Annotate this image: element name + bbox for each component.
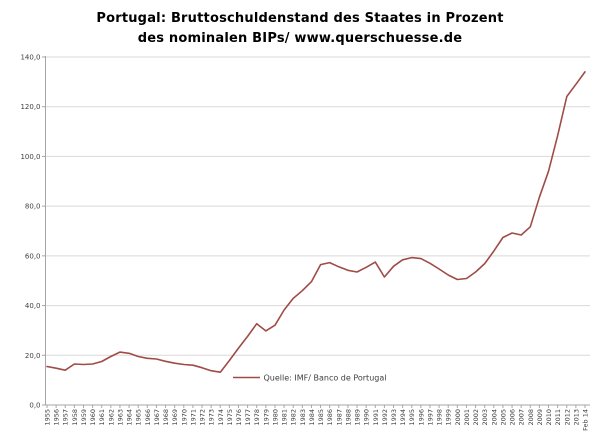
chart-title-line1: Portugal: Bruttoschuldenstand des Staate…: [96, 11, 504, 26]
x-tick-label: 1993: [390, 409, 398, 426]
x-tick-label: Feb 14: [582, 409, 590, 431]
x-tick-label: 1997: [426, 409, 434, 426]
x-tick-label: 1969: [171, 409, 179, 426]
x-tick-label: 1966: [144, 409, 152, 426]
x-tick-label: 2001: [463, 409, 471, 426]
x-tick-label: 2011: [554, 409, 562, 426]
x-tick-label: 2007: [518, 409, 526, 426]
x-tick-label: 1981: [281, 409, 289, 426]
x-tick-label: 1967: [153, 409, 161, 426]
x-tick-label: 2005: [499, 409, 507, 426]
x-tick-label: 1974: [217, 409, 225, 426]
x-tick-label: 1990: [363, 409, 371, 426]
x-tick-label: 2002: [472, 409, 480, 426]
x-tick-label: 2013: [572, 409, 580, 426]
x-tick-label: 1959: [80, 409, 88, 426]
x-tick-label: 1963: [116, 409, 124, 426]
x-tick-label: 1965: [135, 409, 143, 426]
x-tick-label: 1972: [199, 409, 207, 426]
x-tick-label: 1958: [71, 409, 79, 426]
x-tick-label: 1955: [44, 409, 52, 426]
x-tick-label: 2012: [563, 409, 571, 426]
x-tick-label: 2004: [490, 409, 498, 426]
y-tick-label: 60,0: [25, 252, 41, 260]
x-tick-label: 1962: [107, 409, 115, 426]
x-tick-label: 1988: [344, 409, 352, 426]
chart-title: Portugal: Bruttoschuldenstand des Staate…: [0, 9, 600, 49]
x-tick-label: 1992: [381, 409, 389, 426]
x-tick-label: 1956: [53, 409, 61, 426]
x-tick-label: 1983: [299, 409, 307, 426]
x-tick-label: 1975: [226, 409, 234, 426]
x-tick-label: 1968: [162, 409, 170, 426]
x-tick-label: 1957: [62, 409, 70, 426]
x-tick-label: 1978: [253, 409, 261, 426]
y-tick-label: 100,0: [20, 153, 40, 161]
x-tick-label: 2000: [454, 409, 462, 426]
x-tick-label: 1985: [317, 409, 325, 426]
x-tick-label: 1961: [98, 409, 106, 426]
x-tick-label: 1991: [372, 409, 380, 426]
chart-title-line2: des nominalen BIPs/ www.querschuesse.de: [137, 31, 463, 46]
y-tick-label: 120,0: [20, 103, 40, 111]
y-tick-label: 20,0: [25, 352, 41, 360]
x-tick-label: 1989: [354, 409, 362, 426]
x-tick-label: 1979: [262, 409, 270, 426]
x-tick-label: 1982: [290, 409, 298, 426]
y-tick-label: 0,0: [29, 402, 40, 410]
x-tick-label: 1987: [335, 409, 343, 426]
x-tick-label: 1970: [180, 409, 188, 426]
x-tick-label: 1995: [408, 409, 416, 426]
legend-label: Quelle: IMF/ Banco de Portugal: [264, 374, 387, 383]
debt-line: [46, 71, 586, 374]
x-tick-label: 1998: [436, 409, 444, 426]
x-tick-label: 2006: [509, 409, 517, 426]
x-tick-label: 2010: [545, 409, 553, 426]
x-tick-label: 1977: [244, 409, 252, 426]
x-tick-label: 1964: [126, 409, 134, 426]
x-tick-label: 1986: [326, 409, 334, 426]
x-tick-label: 1960: [89, 409, 97, 426]
y-tick-label: 40,0: [25, 302, 41, 310]
x-tick-label: 1980: [271, 409, 279, 426]
x-tick-label: 1984: [308, 409, 316, 426]
legend: Quelle: IMF/ Banco de Portugal: [233, 374, 386, 383]
x-tick-label: 2008: [527, 409, 535, 426]
x-tick-label: 1994: [399, 409, 407, 426]
x-tick-label: 2009: [536, 409, 544, 426]
x-tick-label: 1973: [208, 409, 216, 426]
x-tick-label: 1996: [417, 409, 425, 426]
x-tick-label: 1976: [235, 409, 243, 426]
x-tick-label: 2003: [481, 409, 489, 426]
x-tick-label: 1999: [445, 409, 453, 426]
x-tick-label: 1971: [189, 409, 197, 426]
y-tick-label: 140,0: [20, 54, 40, 62]
y-tick-label: 80,0: [25, 203, 41, 211]
